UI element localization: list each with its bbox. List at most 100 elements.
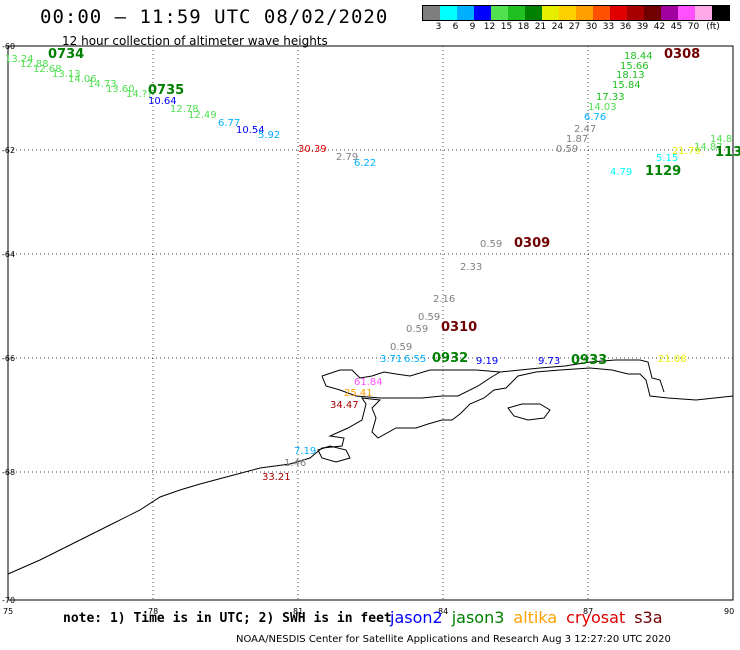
- wave-height-value: 7.19: [294, 446, 316, 457]
- satellite-name: cryosat: [566, 608, 626, 627]
- legend-label: 27: [568, 22, 581, 32]
- satellite-name: jason3: [451, 608, 505, 627]
- pass-time-label: 0734: [48, 47, 84, 62]
- wave-height-value: 0.59: [390, 342, 412, 353]
- wave-height-value: 13.60: [106, 84, 135, 95]
- y-tick-label: -66: [2, 354, 15, 363]
- island-outline-small: [317, 445, 351, 463]
- wave-height-value: 30.39: [298, 144, 327, 155]
- legend-swatch: [712, 6, 729, 20]
- wave-height-value: 14.??: [126, 89, 153, 100]
- legend-label: 24: [551, 22, 564, 32]
- legend-swatch: [525, 6, 542, 20]
- wave-height-value: 14.87: [694, 142, 723, 153]
- y-tick-label: -68: [2, 468, 15, 477]
- ice-shelf-outline: [321, 359, 665, 399]
- wave-height-value: 9.19: [476, 356, 498, 367]
- wave-height-value: 0.59: [480, 239, 502, 250]
- wave-height-value: 9.73: [538, 356, 560, 367]
- legend-swatch: [644, 6, 661, 20]
- color-legend: 3 6 9 12 15 18 21 24 27 30 33 36 39 42 45 70 (ft): [422, 5, 730, 32]
- satellite-legend: jason2 jason3 altika cryosat s3a: [390, 608, 672, 627]
- legend-label: 6: [452, 22, 459, 32]
- wave-height-value: 14.73: [88, 79, 117, 90]
- legend-label: 42: [653, 22, 666, 32]
- wave-height-value: 6.77: [218, 118, 240, 129]
- legend-label: 39: [636, 22, 649, 32]
- map-frame: [7, 45, 734, 601]
- wave-height-value: 2.16: [433, 294, 455, 305]
- coastline: [7, 367, 734, 575]
- legend-swatch: [559, 6, 576, 20]
- wave-height-value: 21.79: [672, 146, 701, 157]
- wave-height-value: 12.68: [33, 64, 62, 75]
- island-outline: [507, 403, 551, 421]
- wave-height-value: 0.59: [418, 312, 440, 323]
- wave-height-value: 0.59: [556, 144, 578, 155]
- pass-time-label: 0309: [514, 236, 550, 251]
- wave-height-value: 14.06: [68, 74, 97, 85]
- legend-swatch: [678, 6, 695, 20]
- pass-time-label: 1129: [645, 164, 681, 179]
- x-tick-label: 90: [724, 607, 734, 616]
- x-tick-label: 78: [148, 607, 158, 616]
- wave-height-value: 10.54: [236, 125, 265, 136]
- credit-line: NOAA/NESDIS Center for Satellite Applica…: [236, 634, 671, 645]
- wave-height-value: 33.21: [262, 472, 291, 483]
- map-subtitle: 12 hour collection of altimeter wave hei…: [62, 34, 328, 48]
- y-tick-label: -64: [2, 250, 15, 259]
- legend-swatch: [491, 6, 508, 20]
- wave-height-value: 12.49: [188, 110, 217, 121]
- map-title: 00:00 – 11:59 UTC 08/02/2020: [40, 6, 389, 28]
- satellite-name: altika: [513, 608, 558, 627]
- wave-height-value: 12.78: [170, 104, 199, 115]
- wave-height-value: 25.41: [344, 388, 373, 399]
- wave-height-value: 17.33: [596, 92, 625, 103]
- wave-height-value: 21.08: [658, 354, 687, 365]
- wave-height-value: 14.8: [710, 134, 732, 145]
- wave-height-labels: 13.2412.8812.6813.1314.0614.7313.6014.??…: [5, 51, 732, 483]
- wave-height-value: 0.59: [406, 324, 428, 335]
- wave-height-value: 5.92: [258, 130, 280, 141]
- wave-height-value: 2.33: [460, 262, 482, 273]
- legend-label: 18: [517, 22, 530, 32]
- satellite-name: jason2: [390, 608, 443, 627]
- legend-swatch: [457, 6, 474, 20]
- legend-swatches: [422, 5, 730, 21]
- wave-height-value: 10.64: [148, 96, 177, 107]
- wave-height-value: 2.47: [574, 124, 596, 135]
- legend-label: 15: [500, 22, 513, 32]
- pass-time-labels: 0734 0735 0308 1129 113 0309 0310 0932 0933: [48, 47, 740, 368]
- wave-height-value: 4.79: [610, 167, 632, 178]
- footer-note: note: 1) Time is in UTC; 2) SWH is in fe…: [63, 611, 392, 626]
- wave-height-value: 14.03: [588, 102, 617, 113]
- pass-time-label: 0308: [664, 47, 700, 62]
- legend-label: 45: [670, 22, 683, 32]
- wave-height-value: 6.22: [354, 158, 376, 169]
- legend-swatch: [423, 6, 440, 20]
- legend-label: (ft): [706, 22, 720, 32]
- legend-swatch: [661, 6, 678, 20]
- legend-swatch: [576, 6, 593, 20]
- legend-swatch: [508, 6, 525, 20]
- x-tick-label: 81: [293, 607, 303, 616]
- legend-label: 21: [534, 22, 547, 32]
- y-tick-label: -62: [2, 146, 15, 155]
- legend-swatch: [593, 6, 610, 20]
- pass-time-label: 113: [715, 145, 740, 160]
- legend-swatch: [440, 6, 457, 20]
- lat-lon-grid: 75 78 81 84 87 90-60-62-64-66-68-70: [2, 42, 734, 616]
- wave-height-value: 15.66: [620, 61, 649, 72]
- legend-label: 33: [602, 22, 615, 32]
- x-tick-label: 87: [583, 607, 593, 616]
- legend-swatch: [542, 6, 559, 20]
- wave-height-value: 6.55: [404, 354, 426, 365]
- wave-height-value: 15.84: [612, 80, 641, 91]
- legend-label: 12: [483, 22, 496, 32]
- wave-height-value: 13.24: [5, 54, 34, 65]
- wave-height-value: 12.88: [20, 59, 49, 70]
- legend-swatch: [610, 6, 627, 20]
- wave-height-value: 3.71: [380, 354, 402, 365]
- legend-swatch: [474, 6, 491, 20]
